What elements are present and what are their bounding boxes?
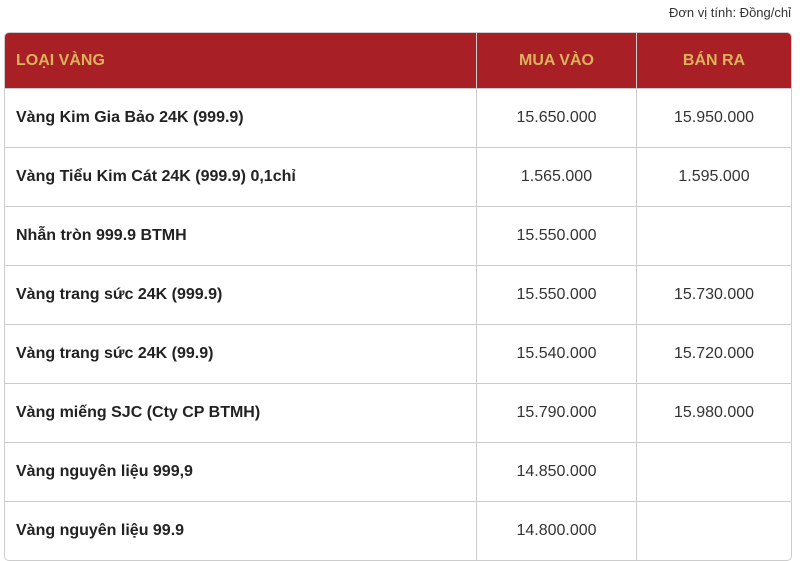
gold-type-cell: Vàng Kim Gia Bảo 24K (999.9): [5, 88, 476, 147]
gold-type-cell: Vàng nguyên liệu 99.9: [5, 501, 476, 560]
table-row: Vàng nguyên liệu 99.9 14.800.000: [5, 501, 791, 560]
gold-type-cell: Vàng miếng SJC (Cty CP BTMH): [5, 383, 476, 442]
buy-price-cell: 15.650.000: [476, 88, 636, 147]
table-row: Vàng trang sức 24K (99.9) 15.540.000 15.72…: [5, 324, 791, 383]
buy-price-cell: 15.550.000: [476, 265, 636, 324]
sell-price-cell: 15.730.000: [636, 265, 791, 324]
gold-type-cell: Vàng Tiểu Kim Cát 24K (999.9) 0,1chỉ: [5, 147, 476, 206]
table-row: Vàng miếng SJC (Cty CP BTMH) 15.790.000 15…: [5, 383, 791, 442]
header-gold-type: LOẠI VÀNG: [5, 33, 476, 88]
gold-type-cell: Vàng nguyên liệu 999,9: [5, 442, 476, 501]
header-buy: MUA VÀO: [476, 33, 636, 88]
buy-price-cell: 1.565.000: [476, 147, 636, 206]
sell-price-cell: 1.595.000: [636, 147, 791, 206]
sell-price-cell: 15.980.000: [636, 383, 791, 442]
sell-price-cell: [636, 442, 791, 501]
table-row: Vàng Kim Gia Bảo 24K (999.9) 15.650.000 15…: [5, 88, 791, 147]
header-sell: BÁN RA: [636, 33, 791, 88]
table-header: LOẠI VÀNG MUA VÀO BÁN RA: [5, 33, 791, 88]
gold-type-cell: Nhẫn tròn 999.9 BTMH: [5, 206, 476, 265]
gold-type-cell: Vàng trang sức 24K (99.9): [5, 324, 476, 383]
gold-price-table: LOẠI VÀNG MUA VÀO BÁN RA Vàng Kim Gia Bả…: [4, 32, 792, 561]
buy-price-cell: 14.800.000: [476, 501, 636, 560]
table-row: Vàng Tiểu Kim Cát 24K (999.9) 0,1chỉ 1.56…: [5, 147, 791, 206]
sell-price-cell: 15.720.000: [636, 324, 791, 383]
buy-price-cell: 15.550.000: [476, 206, 636, 265]
table-row: Vàng trang sức 24K (999.9) 15.550.000 15.7…: [5, 265, 791, 324]
buy-price-cell: 15.540.000: [476, 324, 636, 383]
unit-label: Đơn vị tính: Đồng/chỉ: [669, 5, 791, 20]
gold-type-cell: Vàng trang sức 24K (999.9): [5, 265, 476, 324]
buy-price-cell: 15.790.000: [476, 383, 636, 442]
table-row: Vàng nguyên liệu 999,9 14.850.000: [5, 442, 791, 501]
sell-price-cell: 15.950.000: [636, 88, 791, 147]
buy-price-cell: 14.850.000: [476, 442, 636, 501]
table-row: Nhẫn tròn 999.9 BTMH 15.550.000: [5, 206, 791, 265]
sell-price-cell: [636, 501, 791, 560]
sell-price-cell: [636, 206, 791, 265]
